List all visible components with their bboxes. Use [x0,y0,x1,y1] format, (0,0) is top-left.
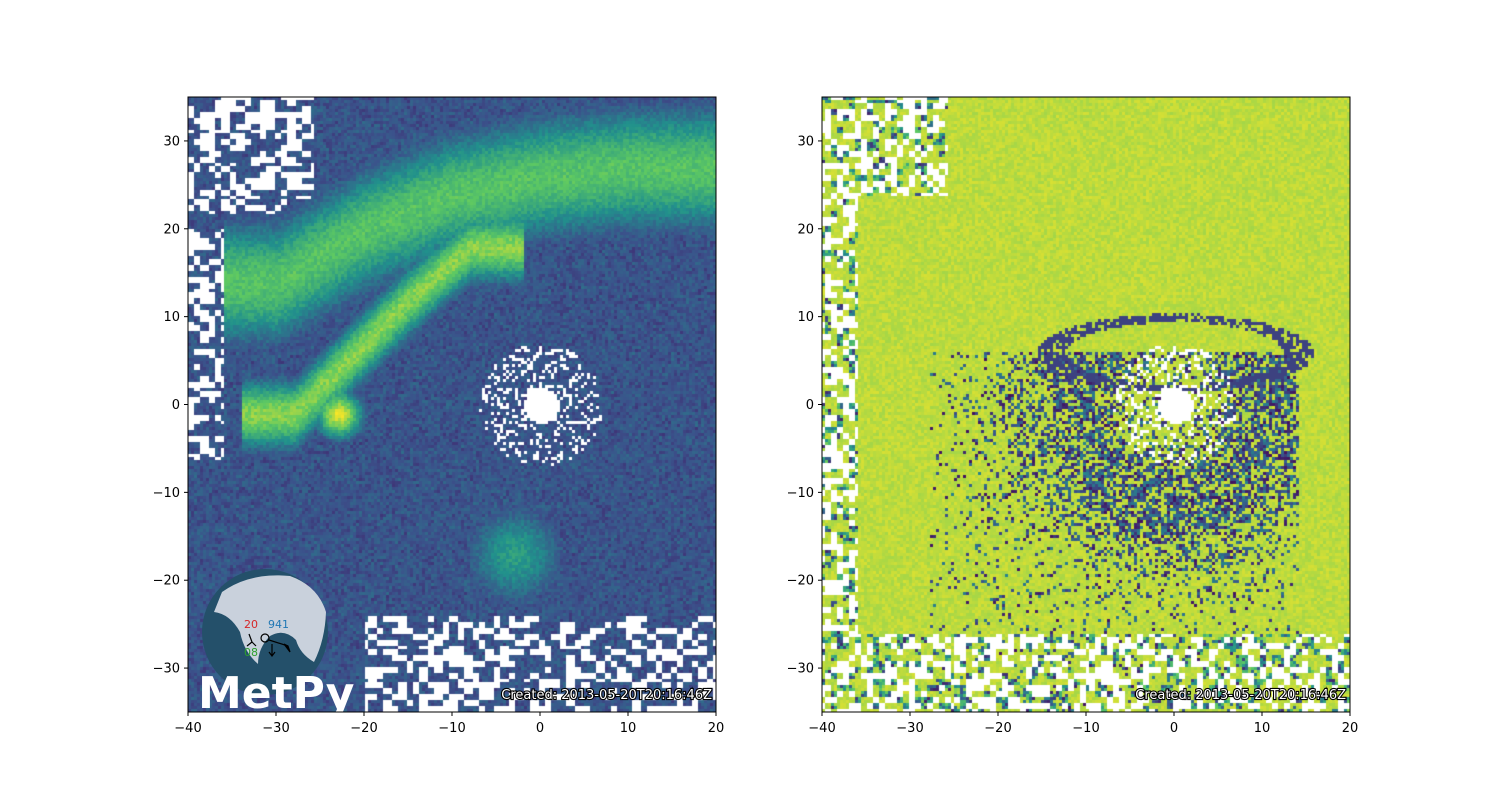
right-xtick-label: −10 [1072,721,1099,736]
metpy-logo: 20 941 08 MetPy [198,569,354,719]
logo-text: MetPy [198,668,354,719]
left-ytick-label: 30 [163,134,180,149]
left-axis-ticks: −40 −30 −20 −10 0 10 20 −30 −20 −10 0 10 20 30 [153,134,725,736]
left-ytick-label: −30 [153,662,180,677]
left-xtick-label: 20 [708,721,725,736]
left-xtick-label: −20 [350,721,377,736]
left-ytick-label: 20 [163,222,180,237]
right-axis-ticks: −40 −30 −20 −10 0 10 20 −30 −20 −10 0 10 20 30 [787,134,1359,736]
right-ytick-label: 0 [806,398,814,413]
left-xtick-label: −10 [438,721,465,736]
right-xtick-label: −40 [808,721,835,736]
right-radar-image [822,97,1350,712]
logo-pressure: 941 [268,618,289,631]
left-ytick-label: 10 [163,310,180,325]
right-xtick-label: 0 [1170,721,1178,736]
left-created-annotation: Created: 2013-05-20T20:16:46Z [501,688,712,703]
left-xtick-label: 10 [620,721,637,736]
right-ytick-label: 10 [797,310,814,325]
left-ytick-label: −20 [153,574,180,589]
right-radar-panel: Created: 2013-05-20T20:16:46Z −40 −30 −20−… [787,96,1359,736]
right-xtick-label: 10 [1254,721,1271,736]
right-created-annotation: Created: 2013-05-20T20:16:46Z [1135,688,1346,703]
right-ytick-label: −20 [787,574,814,589]
logo-globe-land [214,575,326,664]
right-ytick-label: 20 [797,222,814,237]
left-radar-panel: 20 941 08 MetPy Created: 2013-05-20T20:1… [153,96,725,736]
right-ytick-label: 30 [797,134,814,149]
station-model-icon [246,633,291,657]
left-ytick-label: 0 [172,398,180,413]
left-xtick-label: −40 [174,721,201,736]
right-xtick-label: −30 [896,721,923,736]
left-xtick-label: −30 [262,721,289,736]
logo-dewpoint: 08 [244,646,258,659]
left-xtick-label: 0 [536,721,544,736]
right-xtick-label: −20 [984,721,1011,736]
right-xtick-label: 20 [1342,721,1359,736]
left-ytick-label: −10 [153,486,180,501]
right-ytick-label: −10 [787,486,814,501]
logo-temperature: 20 [244,618,258,631]
right-ytick-label: −30 [787,662,814,677]
